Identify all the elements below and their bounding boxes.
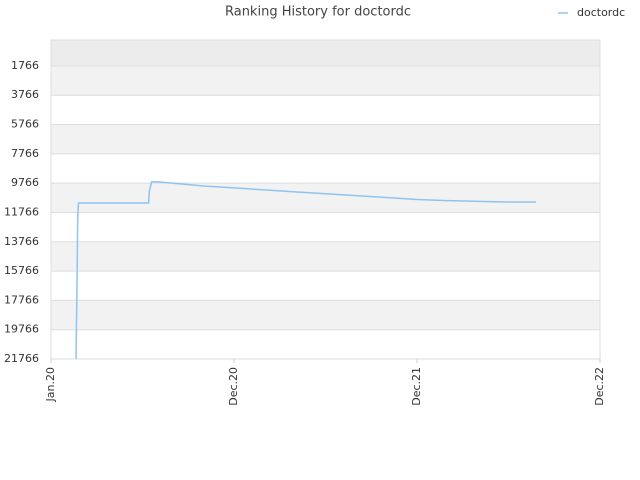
plot-border	[50, 39, 601, 360]
x-tick-label: Dec.21	[410, 367, 423, 406]
plot-band	[51, 241, 600, 272]
y-tick-label: 13766	[4, 235, 39, 248]
plot-band	[51, 212, 600, 242]
plot-band	[51, 65, 600, 96]
y-tick-label: 15766	[4, 264, 39, 277]
legend-label: doctordc	[577, 6, 625, 19]
plot-band	[51, 271, 600, 301]
y-tick-label: 5766	[11, 118, 39, 131]
y-tick-label: 7766	[11, 147, 39, 160]
plot-band	[51, 329, 600, 359]
plot-band	[51, 153, 600, 184]
y-tick-label: 11766	[4, 205, 39, 218]
plot-band	[51, 300, 600, 330]
chart-title: Ranking History for doctordc	[225, 5, 411, 20]
plot-band	[51, 183, 600, 213]
y-tick-label: 19766	[4, 323, 39, 336]
x-tick-label: Dec.20	[227, 367, 240, 406]
plot-band	[51, 124, 600, 154]
y-tick-label: 17766	[4, 293, 39, 306]
line	[75, 181, 536, 360]
plot-band	[51, 95, 600, 125]
y-tick-label: 1766	[11, 59, 39, 72]
plot-band	[51, 40, 600, 66]
x-tick-label: Dec.22	[593, 367, 606, 406]
y-tick-label: 9766	[11, 176, 39, 189]
y-tick-label: 3766	[11, 88, 39, 101]
y-tick-label: 21766	[4, 352, 39, 365]
x-tick-label: Jan.20	[44, 367, 57, 402]
